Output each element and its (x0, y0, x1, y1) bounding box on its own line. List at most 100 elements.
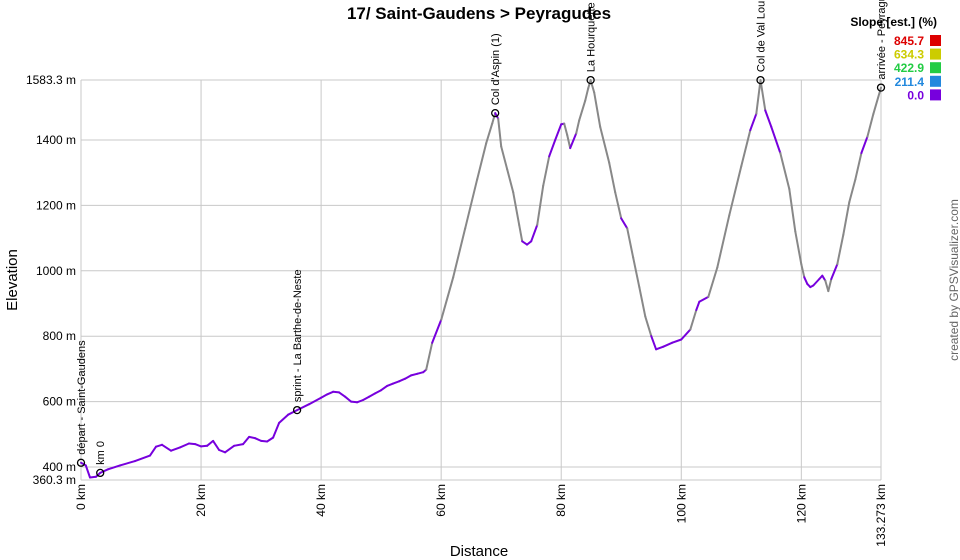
credit-text: created by GPSVisualizer.com (947, 199, 960, 361)
elevation-segment (620, 217, 629, 230)
elevation-segment (575, 119, 581, 135)
elevation-segment (589, 79, 596, 94)
elevation-segment (764, 109, 773, 128)
elevation-segment (779, 152, 791, 190)
x-axis-tick-labels: 0 km 20 km 40 km 60 km 80 km 100 km 120 km 133.… (74, 484, 888, 547)
elevation-segment (380, 384, 389, 392)
waypoint-label: km 0 (95, 441, 107, 465)
elevation-segment (356, 399, 365, 404)
elevation-segment (566, 134, 572, 150)
elevation-segment (362, 395, 371, 401)
elevation-segment (410, 372, 419, 377)
elevation-segment (260, 439, 269, 443)
x-tick-label: 60 km (434, 484, 448, 517)
elevation-segment (155, 443, 163, 448)
x-axis-title: Distance (450, 543, 508, 560)
elevation-segment (680, 328, 692, 341)
elevation-segment (548, 139, 557, 158)
elevation-segment (854, 152, 863, 181)
elevation-segment (860, 135, 869, 154)
elevation-segment (530, 224, 539, 243)
elevation-segment (425, 341, 434, 371)
waypoint-markers: départ - Saint-Gaudens km 0 sprint - La Ba… (76, 0, 888, 478)
elevation-segment (542, 155, 551, 187)
elevation-segment (563, 122, 569, 136)
elevation-segment (512, 191, 521, 226)
slope-legend-value: 634.3 (894, 48, 924, 62)
chart-title: 17/ Saint-Gaudens > Peyragudes (347, 4, 611, 23)
waypoint-marker (96, 468, 105, 478)
elevation-segment (119, 460, 136, 467)
y-tick-label: 1400 m (36, 133, 76, 147)
grid-lines (80, 79, 882, 481)
slope-legend-value: 422.9 (894, 61, 924, 75)
elevation-segment (506, 168, 515, 194)
x-tick-label: 120 km (794, 484, 808, 523)
x-tick-label: 40 km (314, 484, 328, 517)
elevation-segment (650, 335, 658, 351)
elevation-segment (188, 442, 197, 446)
y-tick-label: 600 m (43, 395, 76, 409)
elevation-segment (212, 439, 221, 451)
elevation-segment (431, 318, 443, 344)
elevation-segment (476, 142, 488, 181)
elevation-segment (242, 435, 251, 446)
slope-legend-swatch (930, 48, 941, 60)
elevation-segment (655, 345, 665, 351)
y-tick-label: 800 m (43, 329, 76, 343)
elevation-segment (608, 161, 617, 194)
waypoint-marker (292, 405, 302, 415)
elevation-segment (788, 188, 797, 233)
elevation-segment (800, 263, 806, 279)
elevation-segment (296, 403, 311, 412)
elevation-segment (614, 191, 623, 220)
elevation-segment (161, 443, 172, 452)
elevation-segment (770, 125, 782, 154)
elevation-segment (755, 79, 762, 115)
elevation-segment (830, 263, 839, 280)
slope-legend-value: 0.0 (907, 88, 924, 102)
elevation-segment (728, 165, 743, 217)
x-tick-label: 100 km (674, 484, 688, 523)
elevation-segment (554, 123, 563, 141)
elevation-segment (485, 122, 494, 145)
elevation-segment (578, 99, 587, 122)
elevation-segment (200, 444, 209, 448)
elevation-segment (491, 112, 497, 125)
elevation-segment (338, 391, 347, 398)
elevation-segment (794, 230, 803, 266)
elevation-segment (671, 338, 683, 344)
elevation-segment (398, 377, 407, 383)
elevation-segment (224, 444, 236, 454)
elevation-segment (812, 278, 821, 287)
elevation-segment (386, 382, 395, 387)
slope-legend-swatch (930, 35, 941, 46)
y-tick-label: 1200 m (36, 198, 76, 212)
waypoint-label: Col d'Aspin (1) (490, 33, 502, 105)
y-tick-label: 1583.3 m (26, 73, 76, 87)
elevation-segment (836, 233, 845, 266)
elevation-segment (308, 396, 323, 406)
elevation-segment (695, 300, 701, 311)
x-tick-label: 0 km (74, 484, 88, 510)
elevation-segment (827, 278, 833, 293)
waypoint-label: La Hourquette (586, 2, 598, 72)
elevation-segment (107, 464, 121, 471)
elevation-segment (632, 256, 641, 289)
elevation-segment (368, 392, 377, 398)
elevation-segment (452, 227, 467, 279)
elevation-segment (170, 446, 181, 452)
elevation-segment (99, 468, 109, 474)
y-tick-label: 360.3 m (33, 473, 76, 487)
x-tick-label: 133.273 km (874, 484, 888, 547)
waypoint-marker (756, 75, 765, 85)
elevation-segment (326, 390, 335, 396)
elevation-segment (278, 413, 290, 424)
elevation-segment (440, 276, 455, 321)
elevation-segment (749, 112, 758, 132)
elevation-segment (287, 409, 299, 416)
slope-legend-swatch (930, 89, 941, 101)
